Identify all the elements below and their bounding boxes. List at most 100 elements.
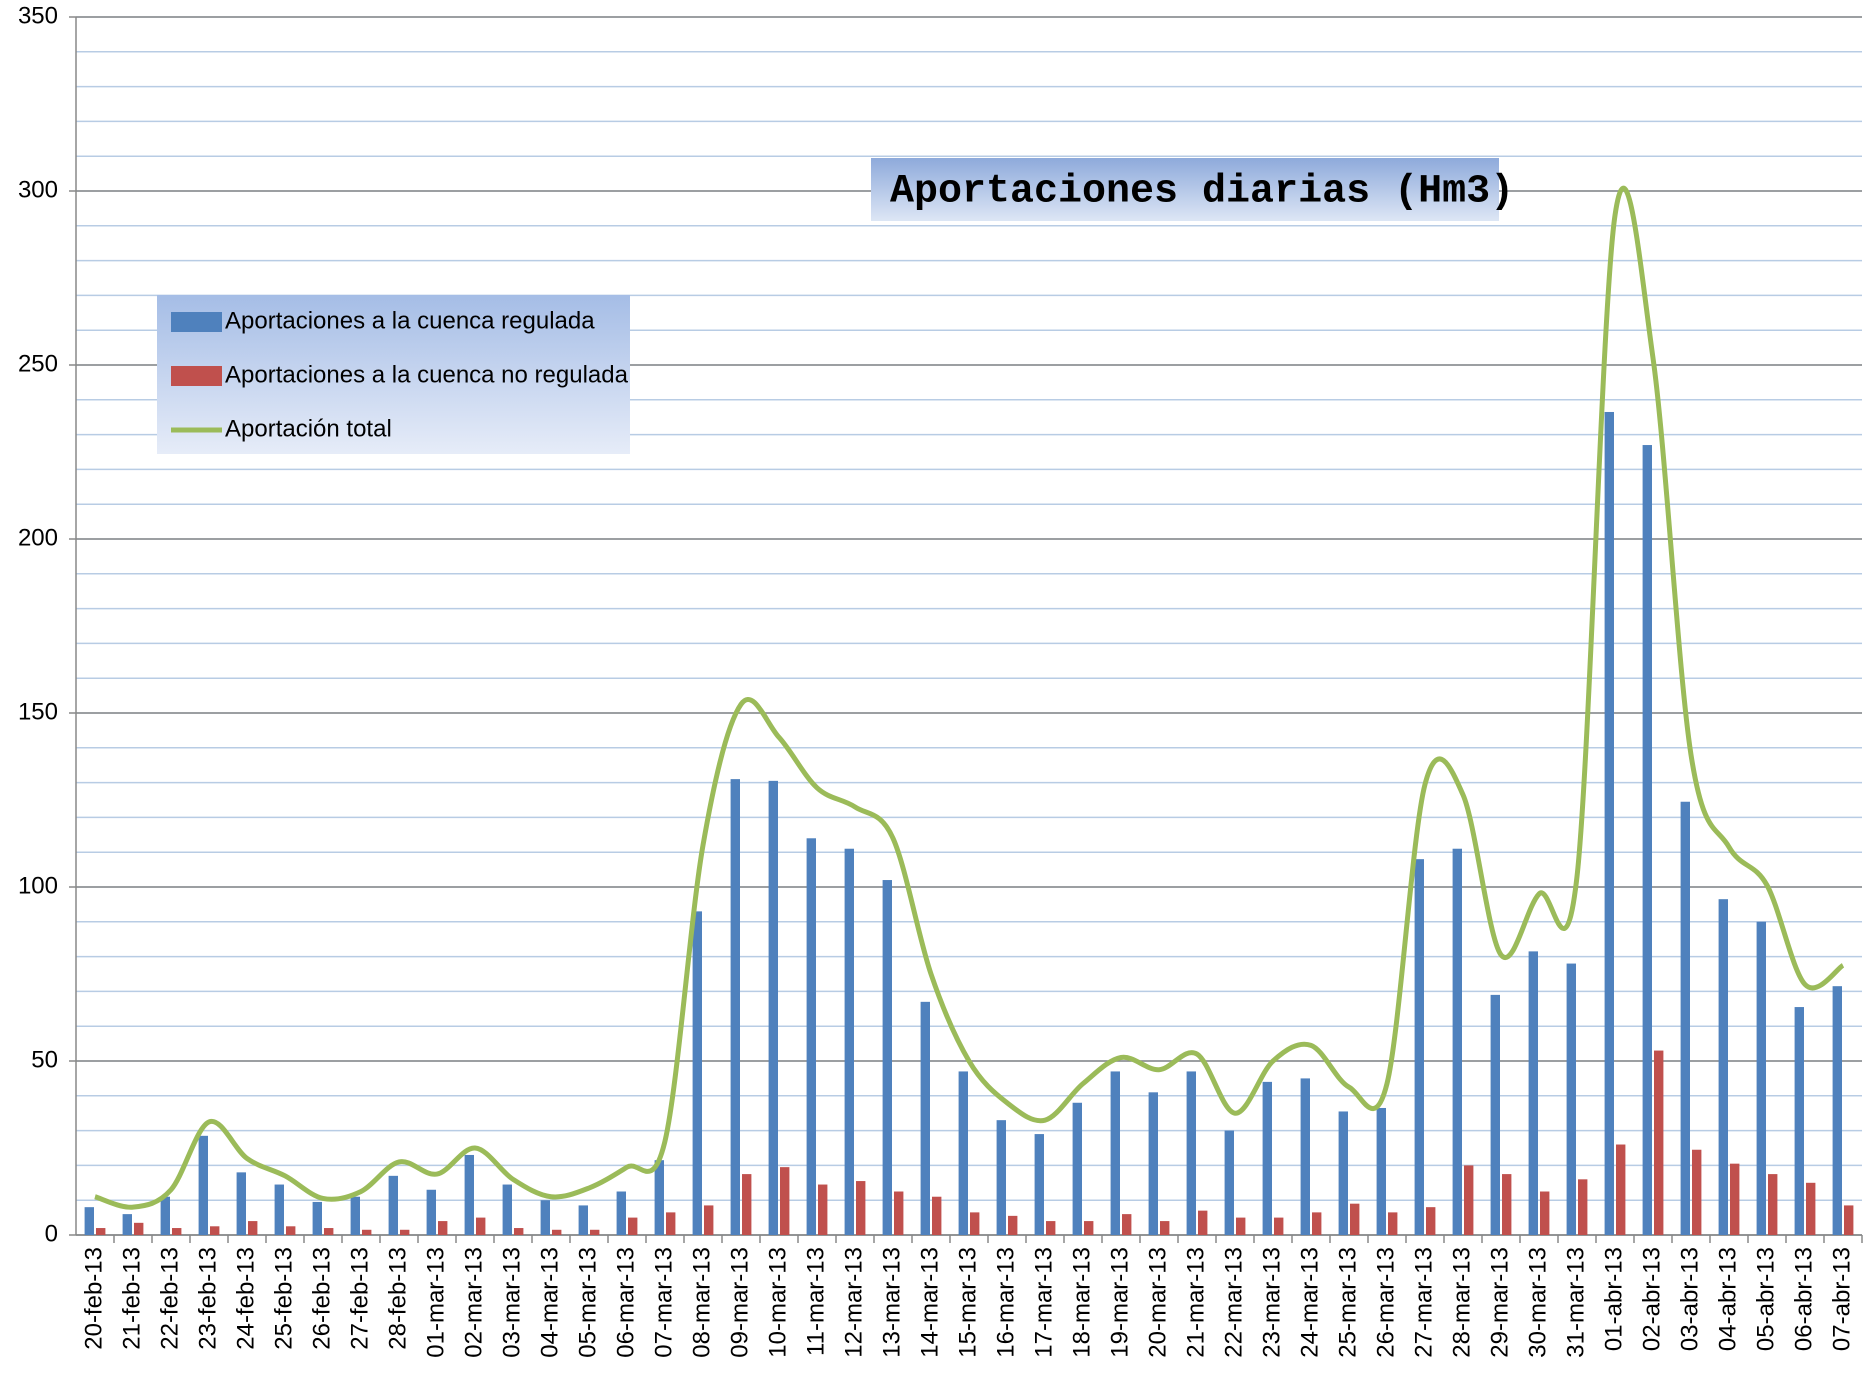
bar [438, 1221, 448, 1235]
bar [274, 1184, 284, 1235]
x-tick-label: 11-mar-13 [802, 1247, 829, 1356]
y-tick-label: 0 [45, 1220, 58, 1247]
x-tick-label: 25-feb-13 [270, 1247, 297, 1350]
bar [844, 848, 854, 1235]
bar [362, 1229, 372, 1235]
bar [1502, 1174, 1512, 1235]
bar [1756, 921, 1766, 1235]
bar [1680, 801, 1690, 1235]
line [94, 185, 1845, 1210]
x-tick-label: 09-mar-13 [726, 1247, 753, 1358]
bar [1034, 1134, 1044, 1235]
x-tick-label: 30-mar-13 [1524, 1247, 1551, 1358]
x-tick-label: 21-mar-13 [1182, 1247, 1209, 1358]
bar [1376, 1107, 1386, 1235]
bar [818, 1184, 828, 1235]
x-tick-label: 27-mar-13 [1410, 1247, 1437, 1358]
bar [1046, 1221, 1056, 1235]
bar [666, 1212, 676, 1235]
bar [1490, 994, 1500, 1235]
bar [704, 1205, 714, 1235]
bar [1692, 1149, 1702, 1235]
bar [780, 1167, 790, 1235]
bar [1122, 1214, 1132, 1235]
x-tick-label: 13-mar-13 [878, 1247, 905, 1358]
bar [1566, 963, 1576, 1235]
bar [932, 1196, 942, 1235]
x-tick-label: 23-feb-13 [194, 1247, 221, 1350]
bar [1768, 1174, 1778, 1235]
bar [1160, 1221, 1170, 1235]
y-tick-label: 100 [18, 872, 58, 899]
x-tick-label: 27-feb-13 [346, 1247, 373, 1350]
bar [1236, 1217, 1246, 1235]
x-tick-label: 07-abr-13 [1828, 1247, 1855, 1351]
x-tick-label: 20-mar-13 [1144, 1247, 1171, 1358]
y-tick-label: 150 [18, 698, 58, 725]
bar [514, 1228, 524, 1235]
y-tick-label: 50 [31, 1046, 58, 1073]
x-tick-label: 03-mar-13 [498, 1247, 525, 1358]
legend-swatch [171, 312, 222, 332]
bar [1616, 1144, 1626, 1235]
x-tick-label: 06-mar-13 [612, 1247, 639, 1358]
x-tick-label: 05-mar-13 [574, 1247, 601, 1358]
x-tick-label: 28-feb-13 [384, 1247, 411, 1350]
x-tick-label: 01-mar-13 [422, 1247, 449, 1358]
x-tick-label: 20-feb-13 [80, 1247, 107, 1350]
bar [806, 838, 816, 1235]
bar [464, 1154, 474, 1235]
x-tick-label: 05-abr-13 [1752, 1247, 1779, 1351]
bar [122, 1214, 132, 1235]
bar [248, 1221, 258, 1235]
bar [1578, 1179, 1588, 1235]
x-tick-label: 22-mar-13 [1220, 1247, 1247, 1358]
bar [552, 1229, 562, 1235]
bar [84, 1207, 94, 1235]
bar [324, 1228, 334, 1235]
x-tick-label: 26-mar-13 [1372, 1247, 1399, 1358]
bar [1008, 1215, 1018, 1235]
bar [1794, 1007, 1804, 1235]
x-tick-label: 08-mar-13 [688, 1247, 715, 1358]
x-tick-label: 02-mar-13 [460, 1247, 487, 1358]
bar [1464, 1165, 1474, 1235]
bar [210, 1226, 220, 1235]
x-tick-label: 24-feb-13 [232, 1247, 259, 1350]
bar [1274, 1217, 1284, 1235]
legend-label: Aportaciones a la cuenca regulada [225, 307, 595, 334]
bar [894, 1191, 904, 1235]
bar [1198, 1210, 1208, 1235]
x-tick-label: 04-mar-13 [536, 1247, 563, 1358]
bar [502, 1184, 512, 1235]
bar [388, 1175, 398, 1235]
x-tick-label: 16-mar-13 [992, 1247, 1019, 1358]
bar [1452, 848, 1462, 1235]
x-tick-label: 29-mar-13 [1486, 1247, 1513, 1358]
bar [1338, 1111, 1348, 1235]
bar [1528, 951, 1538, 1235]
bar [236, 1172, 246, 1235]
x-tick-label: 02-abr-13 [1638, 1247, 1665, 1351]
bar [198, 1135, 208, 1235]
bar [768, 780, 778, 1235]
x-tick-label: 26-feb-13 [308, 1247, 335, 1350]
y-tick-label: 300 [18, 176, 58, 203]
x-tick-label: 23-mar-13 [1258, 1247, 1285, 1358]
y-tick-label: 250 [18, 350, 58, 377]
bar [578, 1205, 588, 1235]
bar [1388, 1212, 1398, 1235]
bar [1832, 986, 1842, 1235]
bar [1540, 1191, 1550, 1235]
x-tick-label: 12-mar-13 [840, 1247, 867, 1358]
bar [1604, 411, 1614, 1236]
bar [996, 1120, 1006, 1235]
x-tick-label: 03-abr-13 [1676, 1247, 1703, 1351]
x-tick-label: 31-mar-13 [1562, 1247, 1589, 1358]
legend-swatch [171, 366, 222, 386]
x-tick-label: 19-mar-13 [1106, 1247, 1133, 1358]
bar [1730, 1163, 1740, 1235]
bar [1224, 1130, 1234, 1235]
bar [1426, 1207, 1436, 1235]
